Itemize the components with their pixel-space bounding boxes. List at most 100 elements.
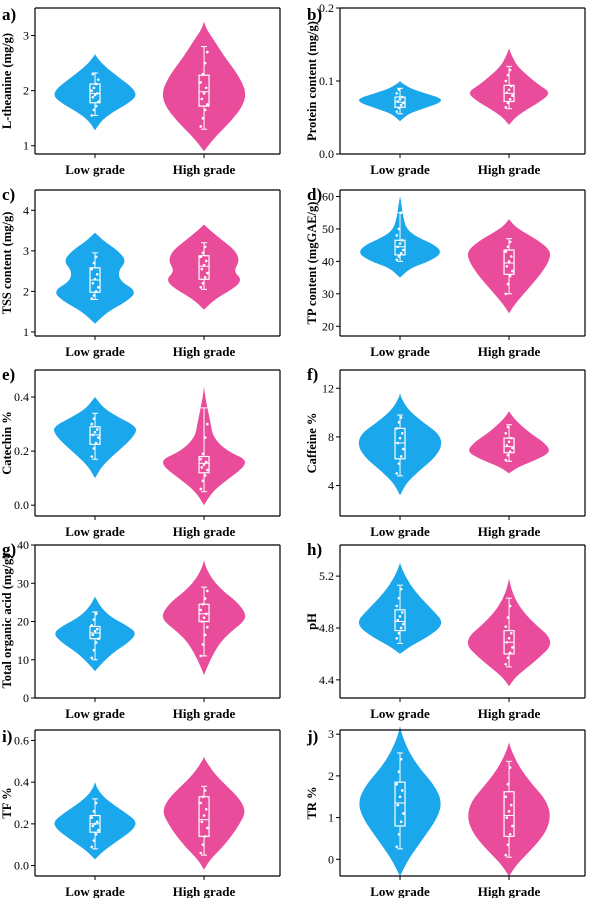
- data-point: [203, 789, 207, 792]
- data-point: [504, 250, 508, 253]
- data-point: [399, 820, 403, 824]
- data-point: [95, 627, 99, 631]
- y-tick-label: 40: [322, 254, 334, 268]
- data-point: [511, 646, 514, 649]
- data-point: [504, 79, 508, 83]
- data-point: [200, 267, 204, 271]
- x-tick-label: Low grade: [370, 162, 430, 177]
- data-point: [508, 240, 512, 244]
- data-point: [511, 269, 514, 273]
- data-point: [511, 446, 514, 450]
- data-point: [398, 242, 402, 245]
- data-point: [206, 589, 209, 593]
- data-point: [395, 92, 399, 95]
- y-tick-label: 2: [328, 769, 334, 783]
- data-point: [506, 453, 510, 457]
- data-point: [92, 648, 96, 652]
- data-point: [90, 422, 94, 426]
- x-tick-label: High grade: [478, 884, 541, 898]
- data-point: [200, 97, 204, 101]
- data-point: [201, 643, 205, 646]
- data-point: [506, 245, 510, 249]
- data-point: [206, 422, 209, 426]
- y-tick-label: 12: [322, 381, 334, 395]
- data-point: [508, 651, 512, 654]
- data-point: [97, 100, 100, 103]
- data-point: [199, 255, 203, 259]
- data-point: [201, 116, 205, 120]
- data-point: [400, 789, 404, 792]
- y-axis-label: TF %: [0, 787, 14, 818]
- data-point: [94, 441, 98, 445]
- data-point: [90, 656, 94, 660]
- data-point: [505, 640, 509, 644]
- box-iqr: [89, 426, 101, 445]
- panel-i: i) 0.0 0.2 0.4 0.6 Low grade High grade TF %: [0, 727, 281, 898]
- data-point: [400, 431, 404, 435]
- data-point: [506, 656, 510, 660]
- panel-b: b) 0.0 0.1 0.2 Low grade High grade Protein co…: [305, 1, 586, 177]
- x-tick-label: High grade: [478, 344, 541, 359]
- x-tick-label: High grade: [173, 162, 236, 177]
- panel-label: j): [306, 727, 318, 746]
- data-point: [508, 97, 512, 101]
- y-tick-label: 3: [23, 29, 29, 43]
- data-point: [395, 637, 399, 640]
- data-point: [398, 436, 402, 440]
- data-point: [94, 82, 98, 86]
- data-point: [203, 436, 207, 439]
- data-point: [201, 602, 205, 606]
- data-point: [91, 824, 95, 828]
- data-point: [397, 255, 401, 258]
- data-point: [203, 597, 207, 600]
- y-tick-label: 10: [17, 653, 29, 667]
- y-tick-label: 40: [17, 538, 29, 552]
- data-point: [505, 91, 509, 94]
- y-tick-label: 0.4: [14, 390, 29, 404]
- panel-label: h): [307, 540, 322, 559]
- x-tick-label: High grade: [173, 706, 236, 721]
- data-point: [506, 843, 510, 847]
- low-grade-violin: [54, 782, 136, 860]
- high-grade-violin: [467, 219, 551, 314]
- data-point: [91, 633, 95, 637]
- y-tick-label: 4.4: [319, 673, 334, 687]
- y-tick-label: 60: [322, 189, 334, 203]
- data-point: [399, 626, 403, 630]
- data-point: [97, 436, 100, 439]
- y-tick-label: 0: [23, 691, 29, 705]
- data-point: [395, 604, 399, 608]
- data-point: [505, 264, 509, 268]
- data-point: [199, 487, 203, 491]
- y-axis-label: Catechin %: [0, 411, 14, 475]
- data-point: [199, 654, 203, 658]
- data-point: [202, 616, 206, 619]
- y-axis-label: pH: [305, 613, 319, 630]
- data-point: [93, 629, 97, 633]
- y-axis-label: L-theanine (mg/g): [0, 33, 14, 129]
- data-point: [203, 633, 207, 637]
- data-point: [506, 616, 510, 619]
- data-point: [199, 81, 203, 84]
- data-point: [397, 106, 401, 110]
- data-point: [92, 86, 96, 90]
- data-point: [507, 637, 511, 640]
- data-point: [92, 618, 96, 621]
- data-point: [90, 816, 94, 819]
- data-point: [200, 620, 204, 623]
- data-point: [396, 441, 400, 445]
- data-point: [94, 641, 98, 644]
- y-tick-label: 0.0: [319, 147, 334, 161]
- data-point: [398, 97, 402, 101]
- low-grade-violin: [55, 596, 135, 672]
- data-point: [398, 795, 402, 799]
- x-tick-label: High grade: [478, 162, 541, 177]
- high-grade-violin: [162, 21, 246, 152]
- data-point: [396, 100, 400, 103]
- data-point: [201, 281, 205, 285]
- data-point: [395, 845, 399, 849]
- data-point: [506, 73, 510, 77]
- data-point: [199, 125, 203, 128]
- data-point: [204, 460, 208, 464]
